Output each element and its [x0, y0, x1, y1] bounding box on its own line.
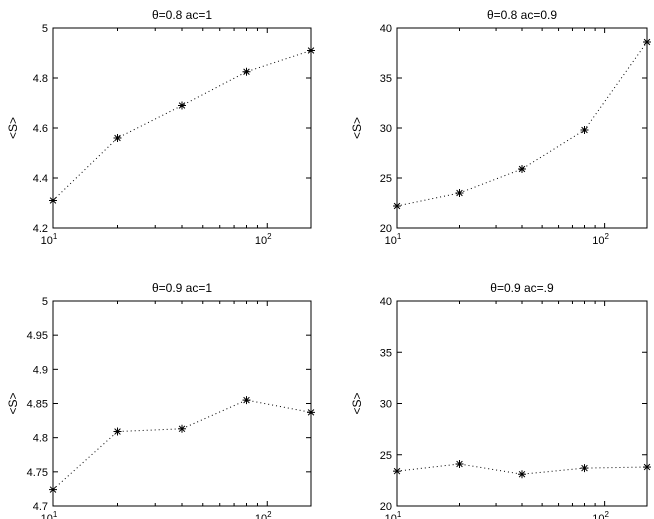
x-tick-label: 101	[41, 232, 58, 247]
data-point	[643, 38, 651, 46]
x-tick-exponent: 2	[605, 510, 610, 519]
y-tick-label: 4.7	[33, 501, 48, 513]
data-point	[518, 470, 526, 479]
y-tick-label: 4.6	[33, 123, 48, 135]
x-tick-label: 102	[592, 232, 609, 247]
x-tick-base: 10	[41, 235, 53, 247]
y-tick-label: 20	[380, 223, 392, 235]
data-point	[393, 202, 401, 210]
x-tick-exponent: 1	[397, 232, 402, 241]
data-point	[455, 189, 464, 197]
y-tick-label: 4.95	[27, 330, 48, 342]
data-point	[49, 485, 57, 494]
x-tick-label: 102	[592, 510, 609, 519]
y-axis-label: <S>	[6, 392, 20, 414]
y-tick-label: 30	[380, 123, 392, 135]
y-tick-label: 4.2	[33, 223, 48, 235]
data-point	[455, 459, 464, 468]
y-axis-label: <S>	[6, 117, 20, 139]
x-tick-base: 10	[255, 235, 267, 247]
y-tick-label: 4.4	[33, 173, 48, 185]
y-tick-label: 4.8	[33, 73, 48, 85]
y-tick-label: 4.8	[33, 433, 48, 445]
data-point	[178, 424, 186, 433]
data-point	[307, 408, 315, 417]
x-tick-exponent: 1	[53, 510, 58, 519]
plot-area	[52, 27, 312, 229]
x-tick-exponent: 2	[267, 232, 272, 241]
y-tick-label: 4.9	[33, 364, 48, 376]
y-tick-label: 20	[380, 501, 392, 513]
chart-title: θ=0.8 ac=0.9	[487, 8, 557, 22]
plot-area	[52, 300, 312, 507]
x-tick-base: 10	[592, 235, 604, 247]
x-tick-label: 101	[385, 510, 402, 519]
x-tick-exponent: 2	[267, 510, 272, 519]
data-point	[113, 134, 122, 142]
x-tick-label: 101	[385, 232, 402, 247]
x-tick-base: 10	[385, 235, 397, 247]
plot-area	[396, 27, 648, 229]
y-tick-label: 35	[380, 347, 392, 359]
data-point	[518, 165, 526, 173]
y-tick-label: 5	[42, 296, 48, 308]
x-tick-base: 10	[385, 513, 397, 519]
x-tick-exponent: 1	[397, 510, 402, 519]
x-tick-base: 10	[255, 513, 267, 519]
x-tick-exponent: 2	[605, 232, 610, 241]
data-point	[113, 427, 122, 436]
data-point	[49, 196, 57, 205]
data-point	[580, 126, 589, 134]
y-tick-label: 40	[380, 296, 392, 308]
chart-title: θ=0.9 ac=.9	[490, 281, 554, 295]
chart-title: θ=0.9 ac=1	[152, 281, 212, 295]
data-point	[307, 46, 315, 55]
data-point	[580, 464, 589, 473]
data-point	[242, 67, 251, 76]
y-tick-label: 4.75	[27, 467, 48, 479]
x-tick-base: 10	[592, 513, 604, 519]
series-line	[396, 41, 648, 207]
y-axis-label: <S>	[350, 392, 364, 414]
chart-title: θ=0.8 ac=1	[152, 8, 212, 22]
y-tick-label: 25	[380, 450, 392, 462]
y-tick-label: 30	[380, 399, 392, 411]
x-tick-label: 101	[41, 510, 58, 519]
data-point	[242, 396, 251, 405]
x-tick-label: 102	[255, 510, 272, 519]
y-tick-label: 40	[380, 23, 392, 35]
y-tick-label: 4.85	[27, 399, 48, 411]
x-tick-exponent: 1	[53, 232, 58, 241]
y-tick-label: 35	[380, 73, 392, 85]
x-tick-label: 102	[255, 232, 272, 247]
x-tick-base: 10	[41, 513, 53, 519]
data-point	[393, 467, 401, 476]
data-point	[643, 463, 651, 472]
data-point	[178, 101, 186, 110]
y-tick-label: 25	[380, 173, 392, 185]
y-tick-label: 5	[42, 23, 48, 35]
y-axis-label: <S>	[350, 117, 364, 139]
